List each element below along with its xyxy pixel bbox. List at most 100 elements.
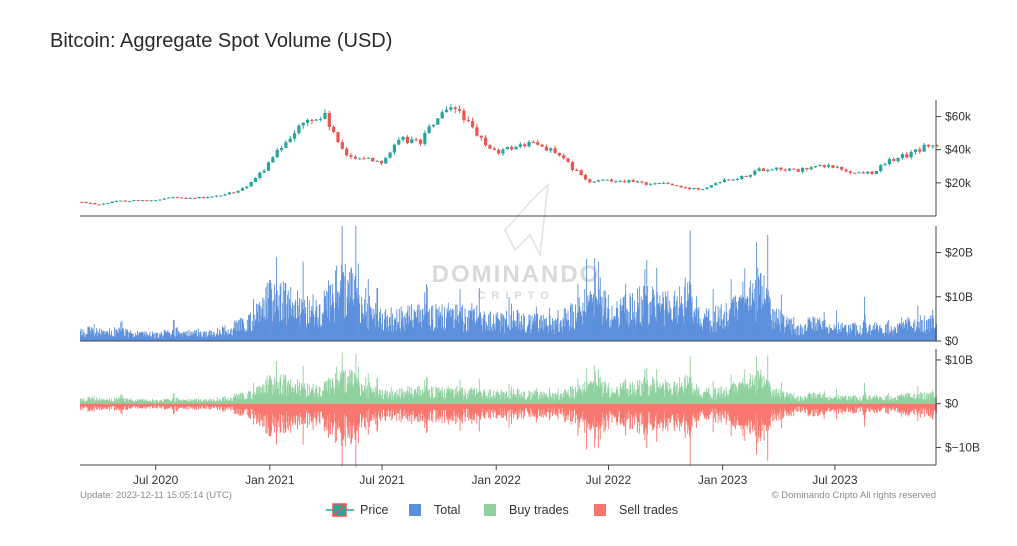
sell-trades-bar xyxy=(303,403,305,424)
sell-trades-bar xyxy=(494,403,496,410)
sell-trades-bar xyxy=(557,403,558,417)
legend-item-sell-trades[interactable]: Sell trades xyxy=(594,503,678,517)
buy-trades-bar xyxy=(125,398,127,404)
buy-trades-bar xyxy=(116,398,118,404)
buy-trades-bar xyxy=(802,397,803,404)
sell-trades-bar xyxy=(284,403,286,433)
sell-trades-bar xyxy=(913,403,914,414)
buy-trades-bar xyxy=(658,387,660,404)
total-volume-bar xyxy=(761,286,763,341)
sell-trades-bar xyxy=(243,403,245,414)
buy-trades-bar xyxy=(798,400,800,404)
sell-trades-bar xyxy=(109,403,111,411)
buy-trades-bar xyxy=(136,401,138,404)
buy-trades-bar xyxy=(728,389,730,404)
total-volume-bar xyxy=(277,310,279,341)
buy-trades-bar xyxy=(841,395,843,404)
sell-trades-bar xyxy=(218,403,220,407)
total-volume-bar xyxy=(446,308,448,341)
total-volume-bar xyxy=(654,307,656,341)
sell-trades-bar xyxy=(635,403,637,413)
buy-trades-bar xyxy=(597,369,599,404)
total-volume-bar xyxy=(576,312,578,341)
buy-trades-bar xyxy=(514,394,516,404)
price-candle xyxy=(848,171,852,173)
total-volume-bar xyxy=(781,322,783,341)
total-volume-bar xyxy=(623,296,625,341)
sell-trades-bar xyxy=(705,403,707,419)
total-volume-bar xyxy=(146,333,148,341)
total-volume-bar xyxy=(672,319,674,341)
buy-trades-bar xyxy=(496,392,498,404)
total-volume-bar xyxy=(189,335,191,341)
sell-trades-bar xyxy=(684,403,686,438)
legend-item-buy-trades[interactable]: Buy trades xyxy=(484,503,569,517)
total-volume-bar xyxy=(617,317,619,341)
buy-trades-bar xyxy=(576,391,578,404)
sell-trades-bar xyxy=(708,403,710,415)
legend-item-total[interactable]: Total xyxy=(409,503,460,517)
sell-trades-bar xyxy=(426,403,428,434)
total-volume-bar xyxy=(406,324,408,341)
total-volume-bar xyxy=(444,307,446,341)
total-volume-bar xyxy=(696,307,698,341)
total-volume-bar xyxy=(381,329,383,341)
sell-trades-bar xyxy=(589,403,591,432)
sell-trades-bar xyxy=(598,403,600,430)
buy-trades-bar xyxy=(600,383,602,404)
buy-trades-bar xyxy=(592,384,594,404)
buy-trades-bar xyxy=(586,368,588,404)
sell-trades-bar xyxy=(747,403,749,426)
buy-trades-bar xyxy=(197,397,199,404)
buy-trades-bar xyxy=(780,389,782,404)
total-volume-bar xyxy=(507,325,509,341)
buy-trades-bar xyxy=(284,378,285,404)
legend-item-price[interactable]: Price xyxy=(326,503,389,517)
price-candle xyxy=(180,197,184,199)
total-volume-bar xyxy=(834,329,836,341)
buy-trades-bar xyxy=(551,398,553,404)
total-volume-bar xyxy=(653,295,655,341)
total-volume-bar xyxy=(618,328,620,341)
total-volume-bar xyxy=(161,338,163,341)
total-volume-bar xyxy=(709,331,711,341)
buy-trades-bar xyxy=(373,388,375,404)
legend[interactable]: Price Total Buy trades Sell trades xyxy=(326,503,678,517)
sell-trades-bar xyxy=(766,403,767,432)
buy-trades-bar xyxy=(405,392,406,404)
total-volume-bar xyxy=(132,334,134,341)
total-volume-bar xyxy=(311,310,313,341)
sell-trades-bar xyxy=(667,403,669,432)
buy-trades-bar xyxy=(401,389,403,404)
buy-trades-bar xyxy=(858,400,860,404)
total-volume-bar xyxy=(371,308,373,341)
total-volume-bar xyxy=(440,314,442,341)
total-volume-bar xyxy=(198,332,200,341)
total-volume-bar xyxy=(294,317,295,341)
sell-trades-bar xyxy=(182,403,184,409)
sell-trades-bar xyxy=(906,403,908,410)
total-volume-bar xyxy=(897,332,899,341)
total-volume-bar xyxy=(160,331,162,341)
sell-trades-bar xyxy=(428,403,430,413)
buy-trades-bar xyxy=(300,390,302,404)
price-candle xyxy=(167,197,171,199)
legend-swatch xyxy=(484,504,496,516)
buy-trades-bar xyxy=(583,388,585,404)
buy-trades-bar xyxy=(249,392,251,404)
sell-trades-bar xyxy=(166,403,168,409)
buy-trades-bar xyxy=(108,399,110,404)
buy-trades-bar xyxy=(494,394,496,404)
total-volume-bar xyxy=(443,330,445,341)
buy-trades-bar xyxy=(99,397,101,404)
sell-trades-bar xyxy=(336,403,338,428)
sell-trades-bar xyxy=(839,403,841,411)
buy-trades-bar xyxy=(894,398,896,404)
sell-trades-bar xyxy=(864,403,865,427)
y-tick-label: $40k xyxy=(945,143,972,157)
sell-trades-bar xyxy=(850,403,852,413)
total-volume-bar xyxy=(798,335,800,341)
sell-trades-bar xyxy=(484,403,486,419)
buy-trades-bar xyxy=(863,394,865,404)
sell-trades-bar xyxy=(173,403,175,415)
